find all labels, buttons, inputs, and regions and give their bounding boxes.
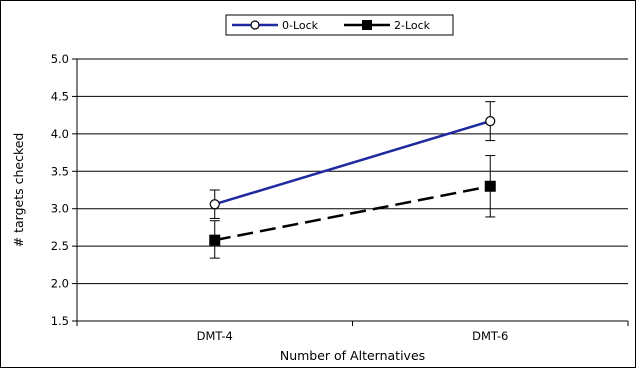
x-tick-label: DMT-4 <box>197 329 233 343</box>
series-line <box>214 119 491 206</box>
y-tick-label: 1.5 <box>51 314 69 328</box>
x-axis-title: Number of Alternatives <box>280 348 425 363</box>
y-tick-label: 4.0 <box>51 127 69 141</box>
y-axis-title: # targets checked <box>11 133 26 248</box>
x-tick-label: DMT-6 <box>472 329 508 343</box>
y-tick-label: 3.0 <box>51 202 69 216</box>
y-tick-label: 4.5 <box>51 89 69 103</box>
y-tick-label: 5.0 <box>51 52 69 66</box>
y-tick-label: 3.5 <box>51 164 69 178</box>
legend-marker-0-lock <box>250 20 260 30</box>
series <box>209 101 496 259</box>
legend: 0-Lock 2-Lock <box>225 14 454 36</box>
legend-label-2-lock: 2-Lock <box>394 19 431 32</box>
series-2-lock <box>209 155 496 259</box>
legend-label-0-lock: 0-Lock <box>282 19 319 32</box>
x-tick-labels: DMT-4 DMT-6 <box>76 321 629 343</box>
series-line <box>214 185 491 242</box>
data-point <box>485 116 496 127</box>
grid-lines <box>72 58 628 322</box>
data-point <box>209 199 220 210</box>
series-0-lock <box>209 101 496 219</box>
y-tick-labels: 1.5 2.0 2.5 3.0 3.5 4.0 4.5 5.0 <box>51 52 69 328</box>
legend-marker-2-lock <box>362 20 372 30</box>
data-point <box>484 180 496 192</box>
legend-box <box>225 14 454 36</box>
data-point <box>209 234 221 246</box>
y-tick-label: 2.0 <box>51 277 69 291</box>
axes <box>76 59 628 322</box>
y-tick-label: 2.5 <box>51 239 69 253</box>
